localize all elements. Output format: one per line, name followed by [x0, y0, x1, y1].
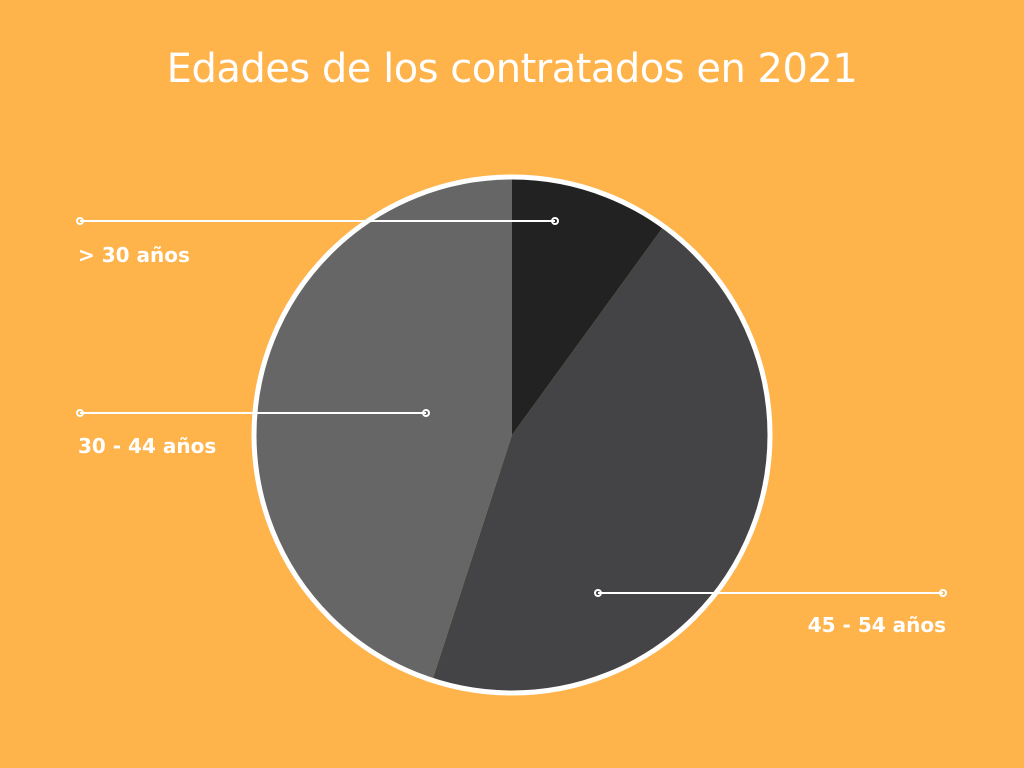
pie-slice-2 [432, 226, 771, 694]
callout-dot-2-end [939, 589, 947, 597]
pie-outline [251, 174, 773, 696]
pie-slices [254, 177, 771, 694]
callout-dot-1-start [551, 217, 559, 225]
callout-dot-2-start [594, 589, 602, 597]
slice-label-1: > 30 años [78, 243, 190, 267]
pie-slice-1 [512, 177, 664, 435]
slice-label-2: 45 - 54 años [808, 613, 946, 637]
callout-dot-1-end [76, 217, 84, 225]
chart-title: Edades de los contratados en 2021 [166, 46, 858, 92]
callout-dot-3-start [422, 409, 430, 417]
callout-dot-3-end [76, 409, 84, 417]
slice-label-3: 30 - 44 años [78, 434, 216, 458]
pie-slice-3 [254, 177, 512, 681]
